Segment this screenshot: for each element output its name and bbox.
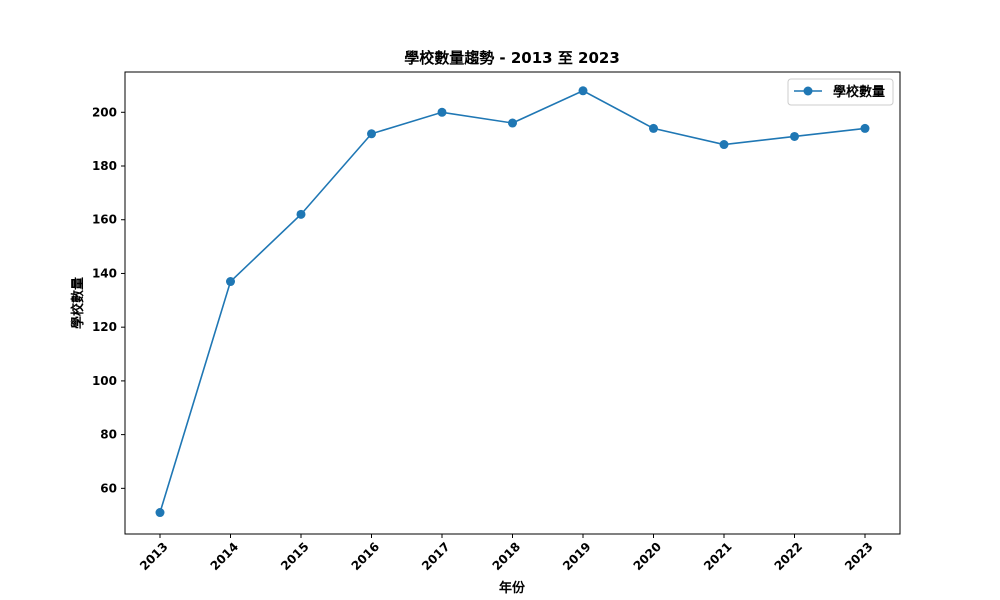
x-axis: 2013 2014 2015 2016 2017 2018 2019 2020 2021 2022… bbox=[137, 534, 876, 573]
chart-title: 學校數量趨勢 - 2013 至 2023 bbox=[404, 49, 620, 67]
legend: 學校數量 bbox=[787, 78, 894, 106]
legend-label: 學校數量 bbox=[833, 84, 885, 100]
data-point bbox=[790, 131, 799, 141]
x-axis-label: 年份 bbox=[499, 580, 526, 596]
x-tick-label: 2021 bbox=[701, 540, 735, 574]
y-tick-label: 100 bbox=[92, 374, 117, 388]
data-point bbox=[155, 508, 165, 518]
y-tick-label: 200 bbox=[92, 105, 117, 119]
legend-marker-swatch bbox=[803, 86, 813, 96]
y-axis: 60 80 100 120 140 160 180 200 bbox=[92, 105, 125, 495]
x-tick-label: 2016 bbox=[349, 540, 383, 574]
series-group bbox=[155, 86, 870, 518]
legend-box bbox=[787, 78, 894, 106]
data-point bbox=[296, 209, 306, 219]
data-point bbox=[437, 107, 447, 117]
x-tick-label: 2017 bbox=[419, 540, 453, 574]
x-tick-label: 2018 bbox=[490, 540, 524, 574]
x-tick-label: 2023 bbox=[842, 540, 876, 574]
y-tick-label: 140 bbox=[92, 266, 117, 280]
data-point bbox=[649, 123, 658, 133]
x-tick-label: 2013 bbox=[137, 540, 171, 574]
y-tick-label: 160 bbox=[92, 213, 117, 227]
data-point bbox=[860, 123, 870, 133]
x-tick-label: 2014 bbox=[208, 540, 242, 574]
data-point bbox=[719, 140, 729, 150]
x-tick-label: 2015 bbox=[278, 540, 312, 574]
y-tick-label: 60 bbox=[100, 481, 117, 495]
y-tick-label: 120 bbox=[92, 320, 117, 334]
y-tick-label: 80 bbox=[100, 428, 117, 442]
x-tick-label: 2022 bbox=[772, 540, 806, 574]
plot-area bbox=[124, 71, 901, 535]
x-tick-label: 2020 bbox=[631, 540, 665, 574]
data-point bbox=[367, 129, 376, 139]
x-tick-label: 2019 bbox=[560, 540, 594, 574]
y-axis-label: 學校數量 bbox=[70, 277, 86, 329]
data-point bbox=[226, 277, 235, 287]
y-tick-label: 180 bbox=[92, 159, 117, 173]
data-point bbox=[508, 118, 517, 128]
data-point bbox=[578, 86, 588, 96]
